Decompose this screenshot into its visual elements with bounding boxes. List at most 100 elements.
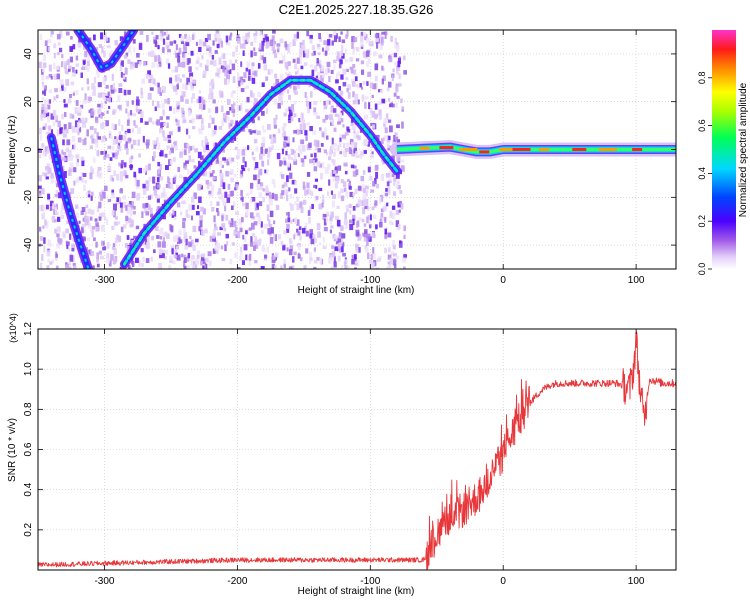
noise-speck <box>282 245 286 251</box>
noise-speck <box>386 142 390 148</box>
noise-speck <box>292 137 295 143</box>
noise-speck <box>103 92 108 97</box>
noise-speck <box>365 185 369 189</box>
noise-speck <box>199 62 203 68</box>
noise-speck <box>78 117 81 121</box>
noise-speck <box>367 206 370 211</box>
noise-speck <box>253 47 256 52</box>
noise-speck <box>403 266 406 269</box>
noise-speck <box>203 146 207 153</box>
noise-speck <box>176 84 179 90</box>
noise-speck <box>293 159 298 165</box>
noise-speck <box>301 160 305 167</box>
noise-speck <box>334 182 338 189</box>
noise-speck <box>330 190 333 195</box>
noise-speck <box>354 188 358 194</box>
noise-speck <box>195 41 198 46</box>
noise-speck <box>393 92 397 97</box>
noise-speck <box>361 69 365 75</box>
noise-speck <box>138 167 142 174</box>
noise-speck <box>157 241 162 248</box>
noise-speck <box>268 194 272 202</box>
noise-speck <box>185 128 189 135</box>
noise-speck <box>53 43 57 49</box>
noise-speck <box>385 208 388 212</box>
noise-speck <box>330 266 335 269</box>
noise-speck <box>355 58 360 62</box>
noise-speck <box>119 145 122 152</box>
noise-speck <box>238 80 241 87</box>
noise-speck <box>61 54 64 59</box>
noise-speck <box>314 238 317 244</box>
noise-speck <box>281 132 285 138</box>
noise-speck <box>253 33 258 37</box>
noise-speck <box>118 119 121 126</box>
noise-speck <box>101 212 106 217</box>
noise-speck <box>375 83 378 90</box>
noise-speck <box>119 137 123 144</box>
noise-speck <box>237 37 241 44</box>
noise-speck <box>297 243 302 247</box>
noise-speck <box>339 59 343 65</box>
noise-speck <box>360 44 364 49</box>
noise-speck <box>342 82 347 87</box>
noise-speck <box>275 252 279 258</box>
noise-speck <box>323 226 328 232</box>
noise-speck <box>292 256 295 263</box>
noise-speck <box>38 185 42 189</box>
noise-speck <box>208 260 212 267</box>
noise-speck <box>332 176 337 182</box>
noise-speck <box>99 194 104 201</box>
noise-speck <box>237 76 240 84</box>
noise-speck <box>198 47 202 52</box>
noise-speck <box>296 203 300 210</box>
noise-speck <box>231 242 235 246</box>
zero-line-hotspot <box>459 148 478 151</box>
noise-speck <box>164 98 168 104</box>
noise-speck <box>167 139 172 143</box>
noise-speck <box>213 60 217 67</box>
noise-speck <box>381 37 384 44</box>
noise-speck <box>403 225 406 232</box>
noise-speck <box>103 156 107 160</box>
noise-speck <box>362 188 366 194</box>
noise-speck <box>180 35 185 42</box>
noise-speck <box>229 59 232 65</box>
noise-speck <box>178 229 182 236</box>
noise-speck <box>250 222 255 230</box>
noise-speck <box>333 152 336 157</box>
noise-speck <box>186 77 190 85</box>
noise-speck <box>236 34 240 38</box>
noise-speck <box>395 102 398 108</box>
noise-speck <box>57 120 61 127</box>
noise-speck <box>395 220 400 227</box>
noise-speck <box>358 199 362 206</box>
noise-speck <box>178 34 182 38</box>
noise-speck <box>97 92 102 98</box>
noise-speck <box>243 42 246 49</box>
noise-speck <box>149 194 153 199</box>
noise-speck <box>391 103 395 108</box>
noise-speck <box>47 239 51 246</box>
noise-speck <box>386 181 390 187</box>
noise-speck <box>75 204 79 209</box>
noise-speck <box>102 135 106 140</box>
noise-speck <box>277 234 281 240</box>
noise-speck <box>235 233 239 238</box>
noise-speck <box>44 150 47 157</box>
noise-speck <box>98 250 102 255</box>
noise-speck <box>68 266 72 269</box>
noise-speck <box>384 217 387 223</box>
noise-speck <box>391 74 394 82</box>
noise-speck <box>337 165 342 171</box>
noise-speck <box>142 203 146 209</box>
noise-speck <box>269 69 274 74</box>
noise-speck <box>115 152 118 157</box>
noise-speck <box>205 179 209 185</box>
noise-speck <box>193 192 197 199</box>
noise-speck <box>114 237 118 244</box>
noise-speck <box>48 125 52 131</box>
noise-speck <box>186 58 190 66</box>
noise-speck <box>325 45 330 51</box>
noise-speck <box>188 241 192 248</box>
